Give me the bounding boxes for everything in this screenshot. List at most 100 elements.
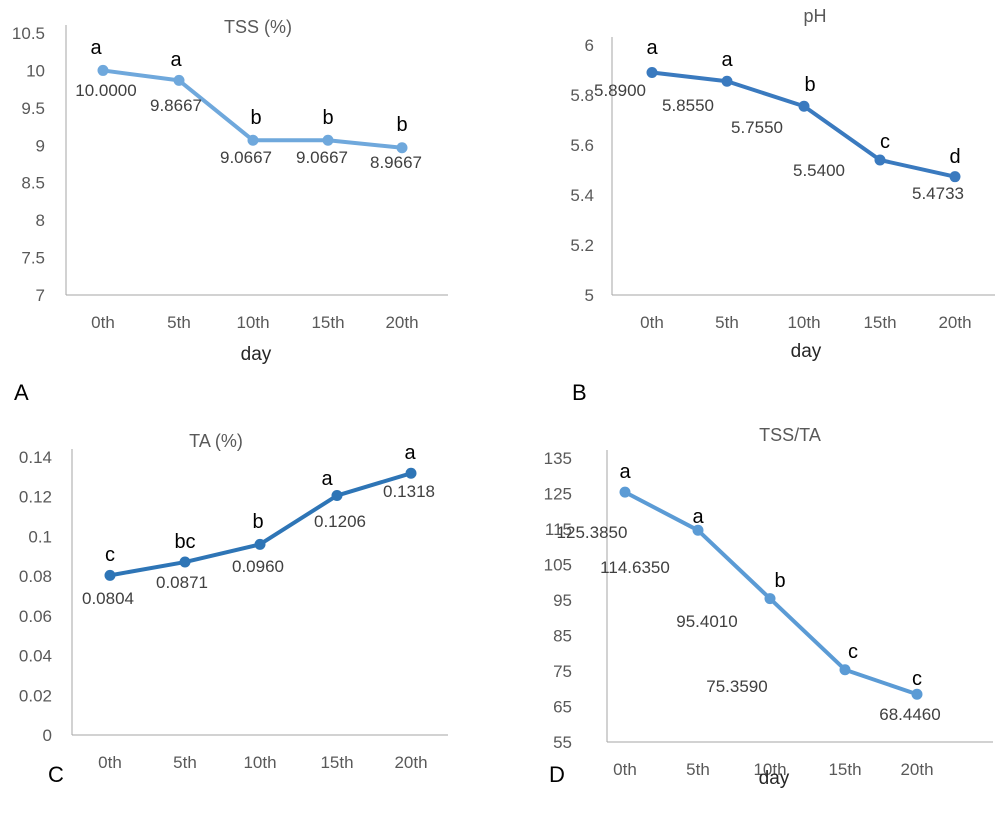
panel-d-x-tick-label: 10th [753,760,786,779]
panel-c-data-point [331,490,343,502]
panel-a-y-tick-label: 8 [36,211,45,230]
panel-c-y-tick-label: 0.06 [19,607,52,626]
panel-a-y-tick-label: 8.5 [21,174,45,193]
panel-d-data-point [839,664,851,676]
panel-d-significance-letter: c [848,641,858,663]
panel-d-data-label: 114.6350 [600,558,670,577]
panel-c-y-tick-label: 0.02 [19,686,52,705]
panel-b-y-tick-label: 5.6 [570,136,594,155]
panel-d-data-point [911,688,923,700]
panel-c-data-point [405,467,417,479]
panel-c-data-label: 0.1318 [383,482,435,501]
panel-c-y-tick-label: 0.08 [19,567,52,586]
panel-a-x-tick-label: 15th [311,313,344,332]
panel-d-y-tick-label: 95 [553,591,572,610]
panel-c-significance-letter: c [105,544,115,566]
panel-c-data-point [179,556,191,568]
panel-letter-c: C [48,762,64,787]
panel-d-data-label: 75.3590 [706,677,767,696]
panel-d-data-label: 68.4460 [879,705,940,724]
panel-b-x-tick-label: 15th [863,313,896,332]
panel-c-significance-letter: bc [174,531,195,553]
panel-b-x-tick-label: 10th [787,313,820,332]
panel-c-y-tick-label: 0 [43,726,52,745]
panel-b-significance-letter: b [804,74,815,96]
panel-d-x-tick-label: 5th [686,760,710,779]
panel-b-significance-letter: d [949,146,960,168]
panel-b-x-tick-label: 20th [938,313,971,332]
panel-letter-b: B [572,380,587,405]
panel-a-x-tick-label: 5th [167,313,191,332]
panel-d-y-tick-label: 125 [544,485,572,504]
panel-a-data-label: 9.8667 [150,96,202,115]
panel-b-data-label: 5.8900 [594,81,646,100]
panel-d-y-tick-label: 105 [544,556,572,575]
panel-d-y-tick-label: 75 [553,662,572,681]
panel-a-data-point [173,74,185,86]
panel-d-y-tick-label: 55 [553,733,572,752]
panel-c-x-tick-label: 10th [243,753,276,772]
panel-a-x-tick-label: 0th [91,313,115,332]
panel-b-data-point [646,67,658,78]
panel-a-data-label: 10.0000 [75,81,136,100]
panel-c-title: TA (%) [189,431,243,451]
panel-a-x-tick-label: 10th [236,313,269,332]
panel-d-x-axis-label: day [759,768,790,789]
panel-b-y-tick-label: 5.2 [570,236,594,255]
panel-b-data-point [949,171,961,183]
panel-d-data-label: 95.4010 [676,612,737,631]
panel-a-data-point [247,134,259,146]
panel-c-y-tick-label: 0.1 [28,527,52,546]
panel-letter-d: D [549,762,565,787]
panel-d-significance-letter: a [692,506,704,528]
panel-c-data-label: 0.1206 [314,512,366,531]
panel-c-y-tick-label: 0.04 [19,647,52,666]
panel-c-data-label: 0.0871 [156,573,208,592]
panel-b-data-point [721,75,733,87]
panel-b-significance-letter: c [880,131,890,153]
panel-a-y-tick-label: 10 [26,61,45,80]
panel-a-y-tick-label: 10.5 [12,24,45,43]
panel-a-significance-letter: b [322,107,333,129]
panel-b-title: pH [803,6,826,26]
panel-d-y-tick-label: 65 [553,698,572,717]
panel-b-data-label: 5.4733 [912,184,964,203]
panel-c-data-label: 0.0960 [232,557,284,576]
panel-c-data-point [104,569,116,581]
panel-a-x-tick-label: 20th [385,313,418,332]
panel-a-y-tick-label: 9.5 [21,99,45,118]
panel-b-x-tick-label: 5th [715,313,739,332]
panel-a-significance-letter: a [170,49,182,71]
panel-d-title: TSS/TA [759,425,821,445]
panel-c-data-label: 0.0804 [82,589,134,608]
panel-d-x-tick-label: 20th [900,760,933,779]
panel-d-data-label: 125.3850 [557,523,628,542]
panel-b-y-tick-label: 5.4 [570,186,594,205]
panel-b-data-label: 5.8550 [662,96,714,115]
panel-b-data-point [874,154,886,166]
panel-d-x-tick-label: 15th [828,760,861,779]
panel-b-significance-letter: a [646,37,658,59]
panel-d-significance-letter: b [774,570,785,592]
panel-a-data-point [396,142,408,154]
panel-b-y-tick-label: 5.8 [570,86,594,105]
panel-b-data-label: 5.7550 [731,118,783,137]
panel-c-significance-letter: a [321,468,333,490]
panel-d-y-tick-label: 115 [545,520,572,539]
panel-c-x-tick-label: 20th [394,753,427,772]
panel-b-significance-letter: a [721,49,733,71]
panel-b-data-label: 5.5400 [793,161,845,180]
panel-a-significance-letter: b [250,107,261,129]
panel-a-x-axis-label: day [241,344,272,365]
panel-c-x-tick-label: 5th [173,753,197,772]
panel-b-y-tick-label: 5 [585,286,594,305]
panel-b-y-tick-label: 6 [585,36,594,55]
panel-c-data-point [254,538,266,550]
panel-a-significance-letter: a [90,37,102,59]
panel-d-significance-letter: a [619,461,631,483]
panel-a-data-point [322,134,334,146]
panel-d-data-point [764,593,776,605]
panel-d-significance-letter: c [912,668,922,690]
panel-c-y-tick-label: 0.14 [19,448,52,467]
